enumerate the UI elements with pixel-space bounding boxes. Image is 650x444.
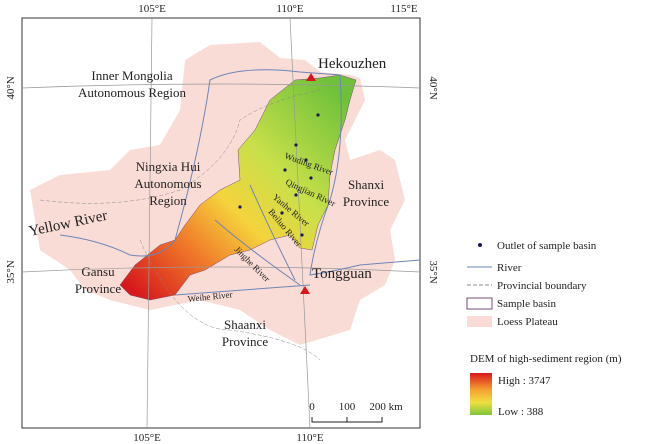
legend-symbol [466,297,493,310]
parallel [21,266,421,273]
hekouzhen-marker [306,73,316,81]
beiluo-river [249,184,296,281]
outlet [309,176,313,180]
lat-label: 35°N [427,260,439,283]
region-label: Province [222,334,268,349]
legend-label: Provincial boundary [497,280,587,292]
outlet [294,143,298,147]
outlet [280,211,284,215]
region-label: Inner Mongolia [91,68,172,83]
scale-line [311,417,383,423]
region-label: Ningxia Hui [136,159,201,174]
region-label: Region [149,193,187,208]
region-label: Autonomous [134,176,201,191]
region-label: Shanxi [348,177,385,192]
region-label: Province [75,281,121,296]
legend-symbol [467,316,492,327]
outlets [238,113,320,237]
scale-label: 0 [309,401,315,413]
station-label: Hekouzhen [318,56,387,72]
legend-label: River [497,262,522,274]
river-label: Weihe River [187,289,233,304]
provincial-boundaries [39,89,321,361]
lat-label: 40°N [427,76,439,99]
rivers [59,69,421,296]
station-label: Tongguan [312,266,372,282]
lat-label: 40°N [5,76,17,99]
outlet [300,233,304,237]
jinghe-river [214,219,301,286]
meridian [146,17,153,429]
yellow-river [59,69,421,276]
lat-label: 35°N [5,260,17,283]
legend: Outlet of sample basin River Provincial … [466,240,622,418]
region-label: Gansu [81,264,115,279]
tongguan-marker [300,286,310,294]
scale-label: 200 km [369,401,403,413]
outlet [238,205,242,209]
region-label: Province [343,194,389,209]
lon-label: 110°E [276,3,303,15]
lon-label: 110°E [296,432,323,444]
outlet [304,158,308,162]
lon-label: 115°E [390,3,417,15]
scale-label: 100 [339,401,356,413]
boundary [139,239,321,361]
parallel [21,83,421,89]
region-label: Shaanxi [224,317,266,332]
legend-title: DEM of high-sediment region (m) [470,353,622,365]
legend-label: Low : 388 [498,406,544,418]
scale-bar: 0 100 200 km [309,401,403,423]
outlet [294,193,298,197]
legend-label: Loess Plateau [497,316,558,328]
region-label: Autonomous Region [78,85,186,100]
outlet [283,168,287,172]
outlet [316,113,320,117]
boundary [39,89,321,204]
lon-label: 105°E [138,3,166,15]
legend-label: High : 3747 [498,375,551,387]
graticule [21,17,421,429]
legend-symbol [478,243,482,247]
meridian [289,17,311,429]
weihe-river [174,284,311,296]
legend-label: Sample basin [497,298,556,310]
dem-ramp [470,373,492,415]
legend-label: Outlet of sample basin [497,240,597,252]
map-frame: 105°E 110°E 115°E 105°E 110°E 40°N 35°N … [5,3,439,444]
lon-label: 105°E [133,432,161,444]
